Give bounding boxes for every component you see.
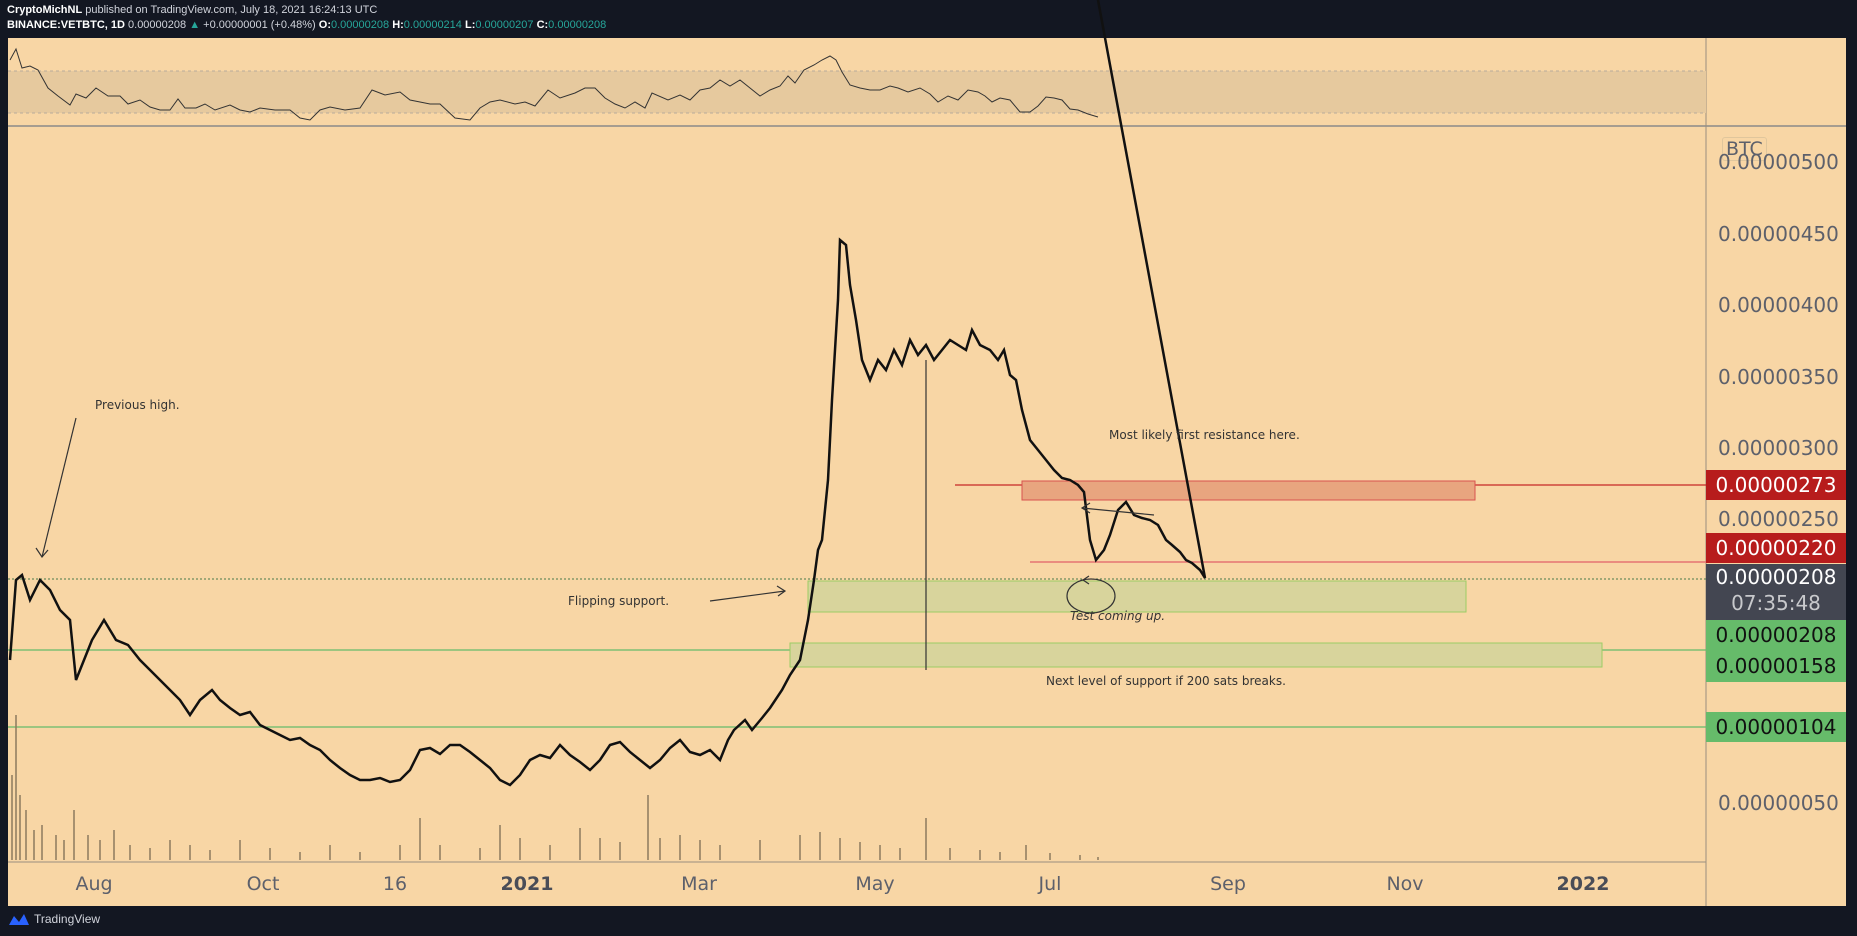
price-tick: 0.00000050	[1718, 791, 1839, 815]
brand-name: TradingView	[34, 912, 101, 926]
test-circle	[1066, 578, 1116, 614]
close-value: 0.00000208	[548, 19, 607, 31]
close-label: C:	[536, 19, 549, 31]
tradingview-logo-icon	[9, 914, 29, 925]
tradingview-footer[interactable]: TradingView	[8, 912, 100, 926]
currency-label[interactable]: BTC	[1722, 137, 1767, 161]
annotation-next-support[interactable]: Next level of support if 200 sats breaks…	[1046, 674, 1286, 688]
price-tick: 0.00000400	[1718, 293, 1839, 317]
support-zone-1	[807, 580, 1467, 613]
annotation-test[interactable]: Test coming up.	[1070, 609, 1166, 623]
annotation-previous-high[interactable]: Previous high.	[95, 398, 180, 412]
last-price: 0.00000208	[128, 19, 187, 31]
annotation-resistance[interactable]: Most likely first resistance here.	[1109, 428, 1300, 442]
open-label: O:	[318, 19, 331, 31]
symbol: BINANCE:VETBTC, 1D	[7, 19, 125, 31]
price-change: +0.00000001 (+0.48%)	[203, 19, 316, 31]
time-tick: Jul	[1038, 873, 1062, 895]
price-label-support-158: 0.00000158	[1715, 654, 1837, 678]
high-label: H:	[392, 19, 404, 31]
price-tick: 0.00000300	[1718, 436, 1839, 460]
support-price-labels: 0.00000208 0.00000158	[1706, 620, 1846, 682]
flipping-support-arrow	[709, 590, 786, 602]
oscillator-line	[9, 47, 1099, 121]
price-tick: 0.00000450	[1718, 222, 1839, 246]
previous-high-arrow	[41, 417, 77, 558]
price-tick: 0.00000350	[1718, 365, 1839, 389]
up-arrow-icon: ▲	[189, 19, 201, 31]
support-zone-2	[789, 642, 1603, 668]
annotation-flipping-support[interactable]: Flipping support.	[568, 594, 670, 608]
current-price: 0.00000208	[1715, 565, 1837, 589]
oscillator-band	[8, 71, 1706, 113]
low-value: 0.00000207	[475, 19, 534, 31]
time-tick: 2021	[500, 873, 554, 895]
price-label-resistance-220: 0.00000220	[1706, 533, 1846, 563]
time-tick: Aug	[75, 873, 113, 895]
high-value: 0.00000214	[403, 19, 462, 31]
price-tick: 0.00000250	[1718, 507, 1839, 531]
time-tick: Mar	[681, 873, 717, 895]
resistance-arrow	[1081, 507, 1155, 516]
price-candles	[8, 0, 1207, 787]
time-tick: 16	[382, 873, 408, 895]
time-tick: Sep	[1210, 873, 1246, 895]
time-tick: Oct	[246, 873, 280, 895]
publish-info: published on TradingView.com, July 18, 2…	[85, 4, 378, 16]
current-price-label: 0.00000208 07:35:48	[1706, 564, 1846, 620]
chart-header: CryptoMichNL published on TradingView.co…	[7, 3, 606, 33]
candle-countdown: 07:35:48	[1731, 591, 1821, 615]
low-label: L:	[464, 19, 476, 31]
price-label-support-208: 0.00000208	[1715, 623, 1837, 647]
author-name[interactable]: CryptoMichNL	[7, 4, 83, 16]
open-value: 0.00000208	[331, 19, 390, 31]
chart-frame[interactable]	[8, 38, 1846, 906]
volume-bars	[11, 715, 1099, 860]
resistance-zone	[1021, 480, 1476, 501]
price-label-resistance-273: 0.00000273	[1706, 470, 1846, 500]
time-tick: Nov	[1386, 873, 1424, 895]
price-tick: 0.00000500	[1718, 150, 1839, 174]
price-label-support-104: 0.00000104	[1706, 712, 1846, 742]
time-tick: May	[855, 873, 895, 895]
time-tick: 2022	[1556, 873, 1610, 895]
